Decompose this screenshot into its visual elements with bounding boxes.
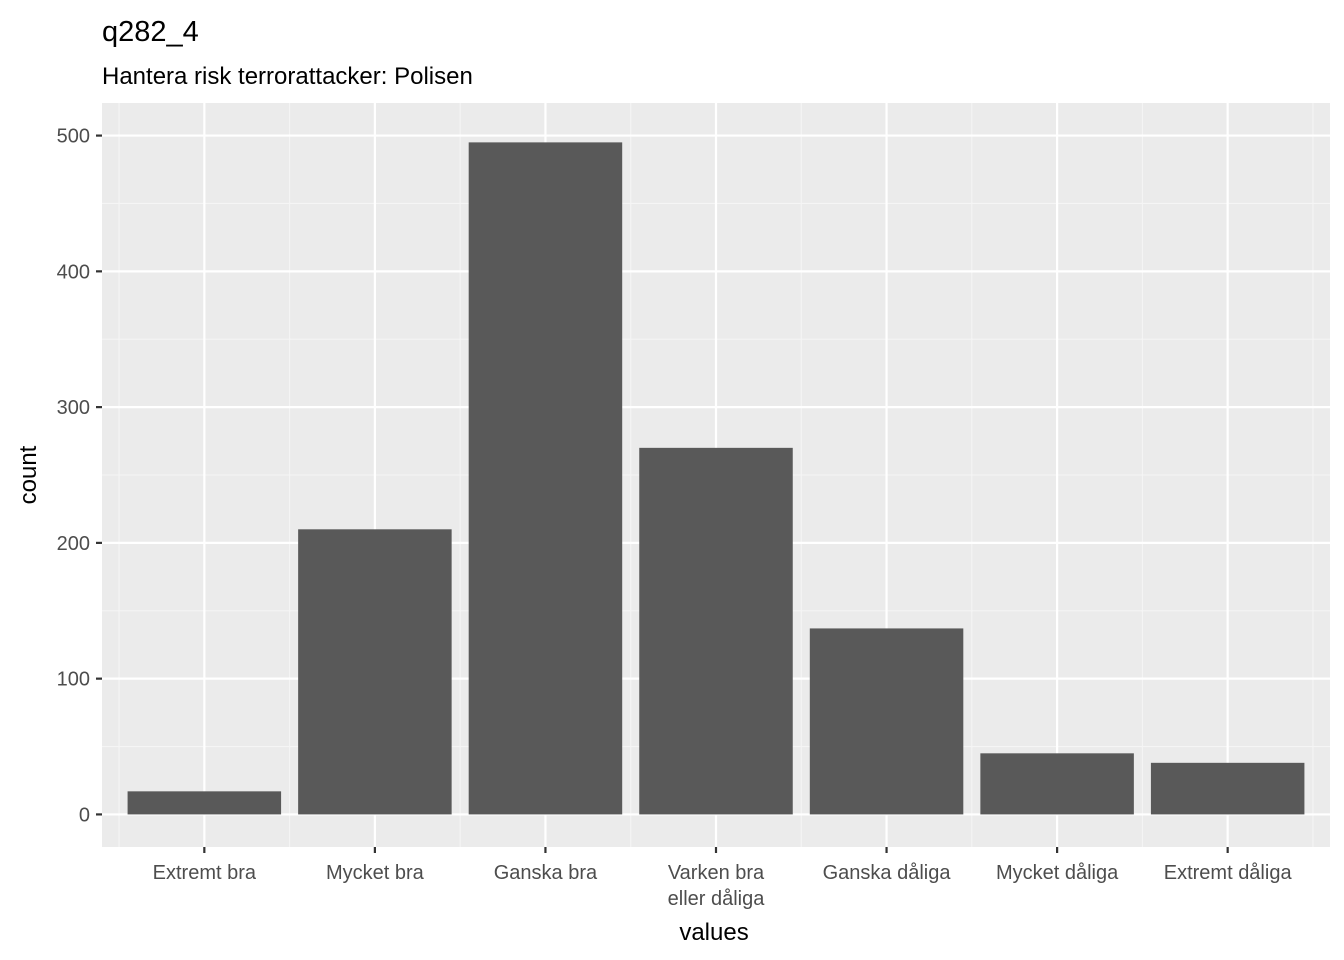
x-axis-title: values	[679, 919, 748, 946]
y-tick-label: 0	[79, 804, 90, 826]
x-tick-label: Varken bra eller dåliga	[668, 862, 766, 910]
chart-subtitle: Hantera risk terrorattacker: Polisen	[102, 63, 473, 90]
x-tick-label: Mycket bra	[326, 862, 425, 884]
bar	[127, 791, 282, 815]
y-tick-label: 300	[57, 397, 90, 419]
x-tick-label: Extremt bra	[153, 862, 257, 884]
bars	[127, 142, 1305, 815]
y-tick-label: 100	[57, 669, 90, 691]
chart-title: q282_4	[102, 16, 199, 48]
y-axis: 0 100 200 300 400 500	[57, 126, 102, 826]
y-axis-title: count	[15, 445, 42, 504]
bar	[980, 753, 1134, 815]
y-tick-label: 400	[57, 261, 90, 283]
x-tick-label: Mycket dåliga	[996, 862, 1119, 884]
bar	[639, 447, 793, 815]
bar	[1150, 762, 1305, 815]
y-tick-label: 500	[57, 126, 90, 148]
x-tick-label: Extremt dåliga	[1164, 862, 1293, 884]
bar	[298, 529, 452, 815]
x-axis: Extremt bra Mycket bra Ganska bra Varken br…	[153, 847, 1293, 910]
bar	[468, 142, 623, 815]
bar	[809, 628, 964, 815]
x-tick-label: Ganska dåliga	[823, 862, 952, 884]
y-tick-label: 200	[57, 533, 90, 555]
x-tick-label: Ganska bra	[494, 862, 598, 884]
